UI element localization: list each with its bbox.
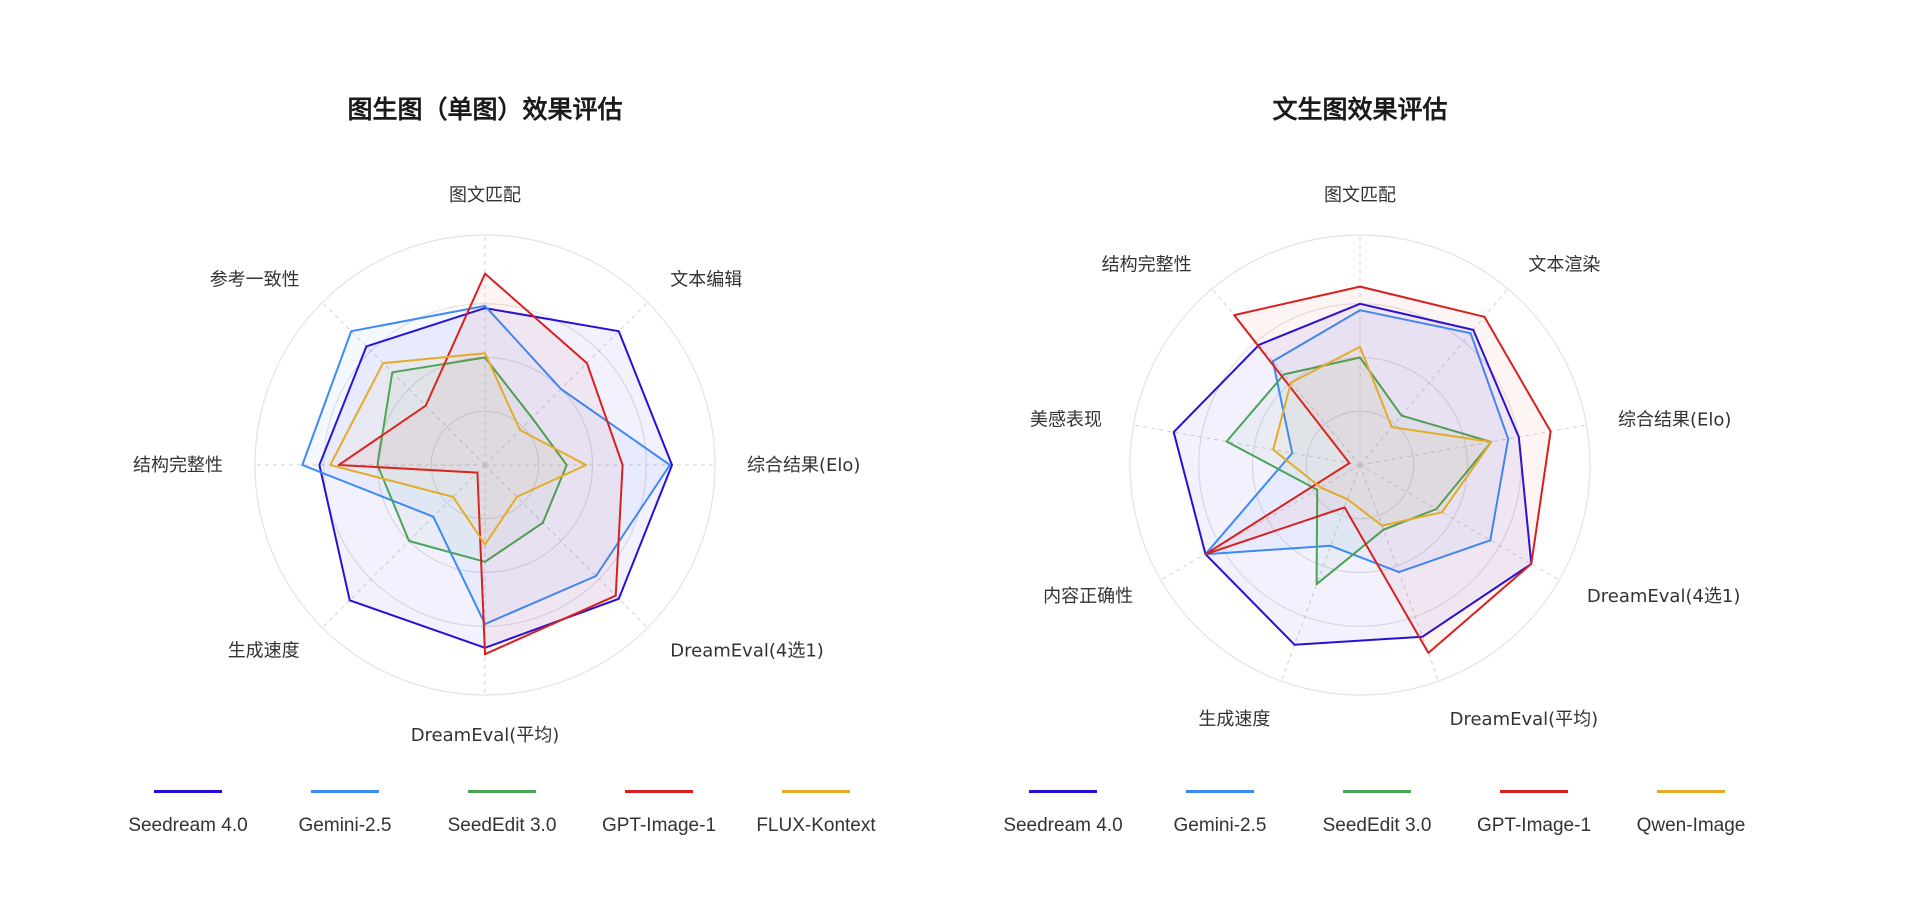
legend-label: Gemini-2.5 [1173, 815, 1267, 836]
chart-title: 图生图（单图）效果评估 [347, 95, 622, 124]
legend-item-gemini: Gemini-2.5 [1150, 790, 1290, 837]
legend-label: Gemini-2.5 [298, 815, 392, 836]
axis-label: DreamEval(平均) [1450, 709, 1599, 730]
radar-series [1172, 285, 1552, 654]
axis-label: 文本渲染 [1528, 254, 1600, 275]
series-seedream-4-0 [1172, 302, 1533, 646]
axis-spoke [1133, 424, 1361, 466]
legend-item-flux-kontext: FLUX-Kontext [746, 790, 886, 837]
axis-spoke [321, 301, 486, 466]
legend-swatch [1186, 790, 1254, 793]
axis-spoke [484, 301, 649, 466]
series-seededit-3-0 [1225, 356, 1493, 586]
legend-item-seededit: SeedEdit 3.0 [1307, 790, 1447, 837]
axis-label: 生成速度 [1198, 709, 1270, 730]
legend-swatch [625, 790, 693, 793]
axis-label: DreamEval(4选1) [670, 640, 824, 661]
legend-swatch [1029, 790, 1097, 793]
axis-spoke [1160, 464, 1361, 581]
legend-item-seedream: Seedream 4.0 [118, 790, 258, 837]
axis-label: 内容正确性 [1043, 586, 1133, 607]
legend-label: SeedEdit 3.0 [447, 815, 557, 836]
legend-label: FLUX-Kontext [756, 815, 876, 836]
series-qwen-image [1272, 345, 1493, 527]
grid-ring [254, 234, 716, 696]
series-seededit-3-0 [376, 356, 568, 563]
series-gpt-image-1 [1204, 285, 1552, 654]
legend-swatch [782, 790, 850, 793]
grid-ring [430, 410, 540, 520]
series-gpt-image-1 [337, 272, 624, 656]
radar-grid [1129, 234, 1591, 696]
axis-spoke [484, 464, 649, 629]
legend-item-seedream: Seedream 4.0 [993, 790, 1133, 837]
legend-swatch [311, 790, 379, 793]
legend-swatch [1500, 790, 1568, 793]
legend-item-qwen-image: Qwen-Image [1621, 790, 1761, 837]
axis-label: 美感表现 [1030, 410, 1102, 431]
axis-spoke [1359, 288, 1509, 466]
axis-spoke [321, 464, 486, 629]
axis-label: 结构完整性 [133, 455, 223, 476]
grid-ring [1129, 234, 1591, 696]
axis-spoke [1280, 464, 1361, 682]
axis-label: 综合结果(Elo) [1618, 410, 1731, 431]
axis-label: 生成速度 [228, 640, 300, 661]
axis-label: DreamEval(平均) [411, 725, 560, 746]
axis-spoke [1359, 464, 1440, 682]
legend-label: GPT-Image-1 [1476, 815, 1592, 836]
legend-label: SeedEdit 3.0 [1322, 815, 1432, 836]
axis-label: 图文匹配 [449, 185, 521, 206]
series-flux-kontext [329, 352, 587, 546]
axis-spoke [1359, 464, 1560, 581]
axis-spoke [1211, 288, 1361, 466]
axis-label: 综合结果(Elo) [747, 455, 860, 476]
legend-swatch [1657, 790, 1725, 793]
legend-item-gpt-image: GPT-Image-1 [1464, 790, 1604, 837]
axis-label: DreamEval(4选1) [1587, 586, 1741, 607]
series-gemini-2-5 [301, 304, 671, 626]
legend-label: Seedream 4.0 [1003, 815, 1123, 836]
legend-left: Seedream 4.0 Gemini-2.5 SeedEdit 3.0 GPT… [0, 790, 1906, 870]
chart-title: 文生图效果评估 [1272, 95, 1447, 124]
legend-item-gpt-image: GPT-Image-1 [589, 790, 729, 837]
grid-ring [1305, 410, 1415, 520]
axis-label: 图文匹配 [1324, 185, 1396, 206]
axis-label: 文本编辑 [670, 270, 742, 291]
legend-swatch [1343, 790, 1411, 793]
legend-label: Qwen-Image [1636, 815, 1746, 836]
legend-swatch [468, 790, 536, 793]
legend-item-gemini: Gemini-2.5 [275, 790, 415, 837]
legend-label: GPT-Image-1 [601, 815, 717, 836]
legend-swatch [154, 790, 222, 793]
axis-spoke [1359, 424, 1587, 466]
axis-label: 参考一致性 [210, 270, 300, 291]
axis-label: 结构完整性 [1102, 254, 1192, 275]
radar-series [301, 272, 673, 656]
legend-label: Seedream 4.0 [128, 815, 248, 836]
legend-item-seededit: SeedEdit 3.0 [432, 790, 572, 837]
